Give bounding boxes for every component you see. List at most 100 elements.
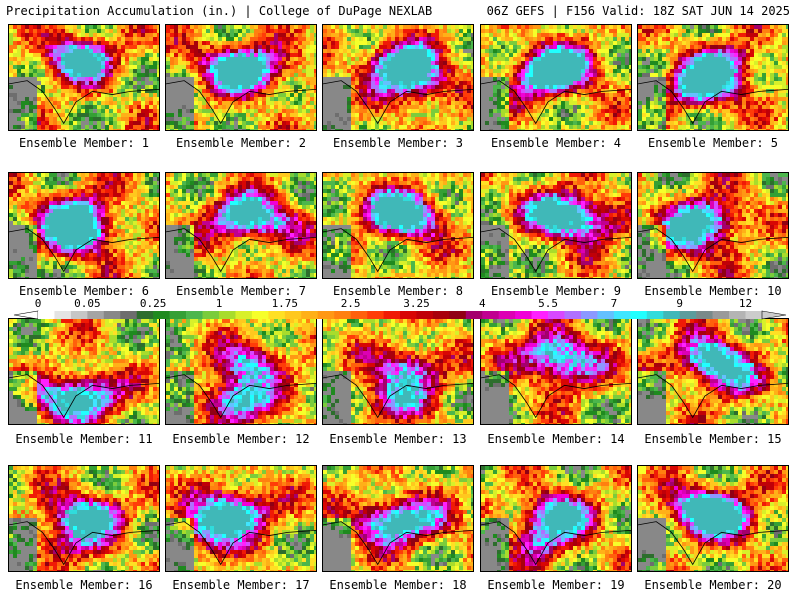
colorbar-high-arrow bbox=[761, 310, 787, 320]
coastline-border bbox=[481, 374, 631, 419]
precip-field bbox=[638, 173, 788, 278]
colorbar-tick-label: 0 bbox=[35, 297, 42, 310]
coastline-border bbox=[323, 80, 473, 125]
colorbar-tick-label: 3.25 bbox=[403, 297, 430, 310]
member-map-panel bbox=[480, 318, 632, 425]
colorbar-tick-label: 9 bbox=[676, 297, 683, 310]
member-label: Ensemble Member: 12 bbox=[161, 432, 321, 446]
coastline-border bbox=[638, 374, 788, 419]
colorbar-tick-label: 0.05 bbox=[74, 297, 101, 310]
member-map-panel bbox=[8, 318, 160, 425]
precip-field bbox=[481, 319, 631, 424]
colorbar-tick-label: 7 bbox=[611, 297, 618, 310]
member-map-panel bbox=[8, 465, 160, 572]
member-label: Ensemble Member: 20 bbox=[633, 578, 793, 592]
member-map-panel bbox=[480, 465, 632, 572]
header-run-info: 06Z GEFS | F156 Valid: 18Z SAT JUN 14 20… bbox=[487, 4, 790, 18]
precip-field bbox=[481, 466, 631, 571]
colorbar-segment bbox=[103, 311, 121, 319]
precip-field bbox=[166, 25, 316, 130]
precip-field bbox=[9, 466, 159, 571]
coastline-border bbox=[9, 521, 159, 566]
precip-field bbox=[638, 319, 788, 424]
member-map-panel bbox=[165, 465, 317, 572]
precip-field bbox=[166, 319, 316, 424]
coastline-border bbox=[9, 80, 159, 125]
colorbar-segment bbox=[202, 311, 220, 319]
colorbar-segment bbox=[663, 311, 681, 319]
precip-field bbox=[638, 25, 788, 130]
colorbar-segment bbox=[186, 311, 203, 319]
member-label: Ensemble Member: 19 bbox=[476, 578, 636, 592]
member-label: Ensemble Member: 16 bbox=[4, 578, 164, 592]
colorbar-segment bbox=[235, 311, 253, 319]
member-map-panel bbox=[165, 318, 317, 425]
colorbar-segment bbox=[153, 311, 170, 319]
member-map-panel bbox=[322, 172, 474, 279]
member-map-panel bbox=[480, 172, 632, 279]
precip-field bbox=[323, 466, 473, 571]
colorbar-segment bbox=[465, 311, 483, 319]
colorbar-segment bbox=[120, 311, 138, 319]
member-map-panel bbox=[8, 172, 160, 279]
colorbar-segment bbox=[334, 311, 351, 319]
colorbar-tick-label: 4 bbox=[479, 297, 486, 310]
member-label: Ensemble Member: 8 bbox=[318, 284, 478, 298]
coastline-border bbox=[481, 228, 631, 273]
coastline-border bbox=[638, 228, 788, 273]
colorbar-segment bbox=[548, 311, 565, 319]
colorbar-segment bbox=[515, 311, 532, 319]
member-label: Ensemble Member: 4 bbox=[476, 136, 636, 150]
precip-field bbox=[166, 173, 316, 278]
colorbar-segment bbox=[400, 311, 417, 319]
header-title: Precipitation Accumulation (in.) | Colle… bbox=[6, 4, 432, 18]
member-label: Ensemble Member: 3 bbox=[318, 136, 478, 150]
member-label: Ensemble Member: 6 bbox=[4, 284, 164, 298]
coastline-border bbox=[638, 80, 788, 125]
colorbar-segment bbox=[350, 311, 368, 319]
member-map-panel bbox=[165, 24, 317, 131]
precip-field bbox=[166, 466, 316, 571]
colorbar-segment bbox=[367, 311, 384, 319]
coastline-border bbox=[481, 80, 631, 125]
colorbar-segment bbox=[729, 311, 746, 319]
colorbar-segment bbox=[531, 311, 549, 319]
colorbar-segment bbox=[449, 311, 467, 319]
member-label: Ensemble Member: 15 bbox=[633, 432, 793, 446]
colorbar-segment bbox=[38, 311, 55, 319]
colorbar-tick-label: 1.75 bbox=[272, 297, 299, 310]
colorbar-segment bbox=[301, 311, 319, 319]
precip-field bbox=[481, 25, 631, 130]
colorbar-segment bbox=[432, 311, 450, 319]
member-label: Ensemble Member: 2 bbox=[161, 136, 321, 150]
colorbar-segment bbox=[482, 311, 500, 319]
colorbar-segment bbox=[630, 311, 648, 319]
coastline-border bbox=[638, 521, 788, 566]
member-map-panel bbox=[637, 318, 789, 425]
colorbar-segment bbox=[416, 311, 434, 319]
member-map-panel bbox=[8, 24, 160, 131]
member-map-panel bbox=[165, 172, 317, 279]
colorbar-tick-label: 5.5 bbox=[538, 297, 558, 310]
coastline-border bbox=[166, 521, 316, 566]
colorbar-tick-label: 2.5 bbox=[341, 297, 361, 310]
member-label: Ensemble Member: 14 bbox=[476, 432, 636, 446]
member-label: Ensemble Member: 9 bbox=[476, 284, 636, 298]
colorbar-segment bbox=[87, 311, 105, 319]
coastline-border bbox=[9, 374, 159, 419]
colorbar-segment bbox=[745, 311, 763, 319]
colorbar-segment bbox=[284, 311, 302, 319]
colorbar-tick-label: 0.25 bbox=[140, 297, 167, 310]
member-label: Ensemble Member: 13 bbox=[318, 432, 478, 446]
precip-field bbox=[323, 25, 473, 130]
colorbar-segment bbox=[646, 311, 664, 319]
member-map-panel bbox=[637, 24, 789, 131]
precipitation-colorbar: 0 0.05 0.25 1 1.75 2.5 3.25 4 5.5 7 9 12 bbox=[13, 297, 787, 320]
member-map-panel bbox=[322, 24, 474, 131]
precip-field bbox=[9, 173, 159, 278]
coastline-border bbox=[9, 228, 159, 273]
colorbar-segment bbox=[696, 311, 713, 319]
member-label: Ensemble Member: 5 bbox=[633, 136, 793, 150]
member-label: Ensemble Member: 18 bbox=[318, 578, 478, 592]
precip-field bbox=[481, 173, 631, 278]
